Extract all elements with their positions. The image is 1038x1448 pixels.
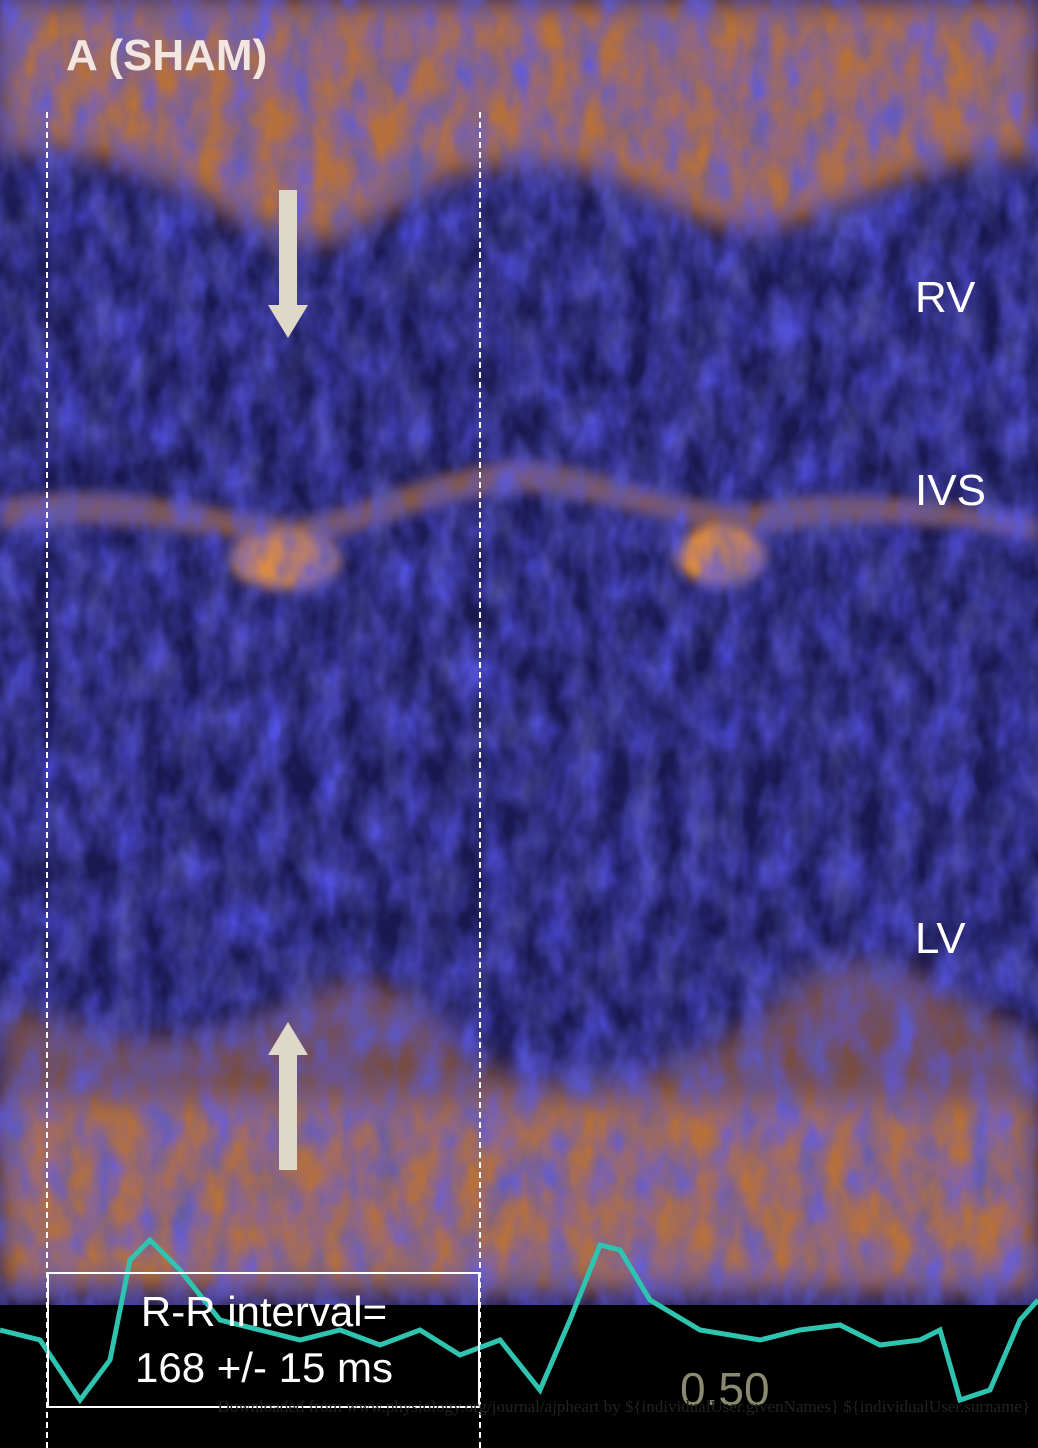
rr-value: 168 +/- 15 ms <box>135 1344 393 1391</box>
region-label: RV <box>915 273 976 322</box>
rr-label: R-R interval= <box>141 1288 387 1335</box>
watermark: Downloaded from www.physiology.org/journ… <box>218 1397 1030 1416</box>
region-label: IVS <box>915 466 986 515</box>
m-mode-image: A (SHAM) RV IVS LV R-R interval= 168 +/-… <box>0 0 1038 1448</box>
panel-title: A (SHAM) <box>66 31 267 80</box>
region-label: LV <box>915 914 966 963</box>
figure: A (SHAM) RV IVS LV R-R interval= 168 +/-… <box>0 0 1038 1448</box>
